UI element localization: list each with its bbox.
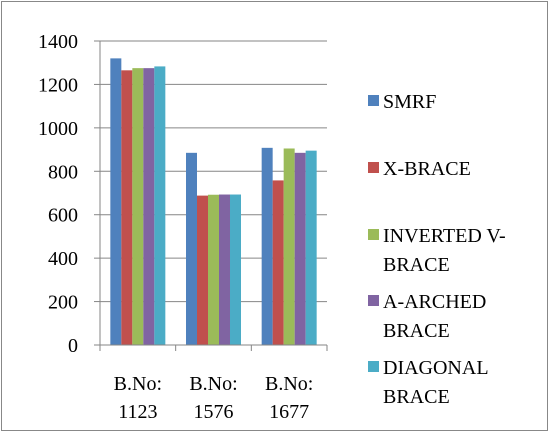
- legend: SMRF X-BRACE INVERTED V- BRACE A-ARCHED BRACE…: [368, 91, 506, 408]
- axes: [94, 40, 328, 351]
- bar: [132, 68, 144, 346]
- x-tick-label-line: B.No:: [265, 373, 313, 395]
- y-tick-label: 600: [48, 205, 78, 227]
- x-tick-label: B.No: 1123: [114, 373, 162, 423]
- y-tick-label: 200: [48, 292, 78, 314]
- bar: [121, 70, 133, 346]
- chart-frame: 0 200 400 600 800 1000 1200 1400 B.No: 1123 B.No:…: [1, 1, 548, 431]
- legend-label: A-ARCHED BRACE: [383, 291, 486, 342]
- legend-swatch: [368, 229, 379, 240]
- bar: [261, 147, 273, 345]
- legend-label: DIAGONAL BRACE: [383, 357, 489, 408]
- bar: [186, 152, 197, 345]
- x-tick-label-line: 1677: [269, 401, 309, 423]
- bar: [143, 68, 155, 346]
- legend-label: X-BRACE: [383, 158, 471, 180]
- bar: [230, 194, 241, 345]
- x-tick-label-line: 1123: [118, 401, 157, 423]
- y-tick-label: 0: [68, 335, 78, 357]
- bar: [272, 180, 284, 345]
- y-tick-labels: 0 200 400 600 800 1000 1200 1400: [38, 31, 78, 357]
- x-tick-label-line: 1576: [194, 401, 234, 423]
- x-tick-label: B.No: 1677: [265, 373, 313, 423]
- bar: [208, 194, 219, 345]
- legend-swatch: [368, 95, 379, 106]
- bar: [110, 58, 122, 345]
- y-tick-label: 1200: [38, 74, 78, 96]
- legend-label-line: SMRF: [383, 91, 436, 113]
- bar: [197, 195, 208, 345]
- bar: [283, 148, 295, 345]
- bar: [154, 66, 166, 346]
- legend-label-line: BRACE: [383, 320, 450, 342]
- legend-label-line: BRACE: [383, 254, 450, 276]
- legend-swatch: [368, 295, 379, 306]
- legend-label: INVERTED V- BRACE: [383, 225, 506, 276]
- y-tick-label: 800: [48, 161, 78, 183]
- bars: [110, 58, 317, 346]
- legend-label-line: INVERTED V-: [383, 225, 506, 247]
- bar: [305, 150, 317, 345]
- x-tick-label-line: B.No:: [189, 373, 237, 395]
- legend-label-line: DIAGONAL: [383, 357, 489, 379]
- bar: [219, 194, 230, 345]
- legend-swatch: [368, 361, 379, 372]
- legend-label-line: X-BRACE: [383, 158, 471, 180]
- x-tick-label-line: B.No:: [114, 373, 162, 395]
- y-tick-label: 1400: [38, 31, 78, 53]
- legend-label-line: A-ARCHED: [383, 291, 486, 313]
- x-tick-label: B.No: 1576: [189, 373, 237, 423]
- bar: [294, 152, 306, 345]
- y-tick-label: 400: [48, 248, 78, 270]
- legend-label-line: BRACE: [383, 386, 450, 408]
- x-tick-labels: B.No: 1123 B.No: 1576 B.No: 1677: [114, 373, 314, 423]
- legend-swatch: [368, 162, 379, 173]
- legend-label: SMRF: [383, 91, 436, 113]
- y-tick-label: 1000: [38, 118, 78, 140]
